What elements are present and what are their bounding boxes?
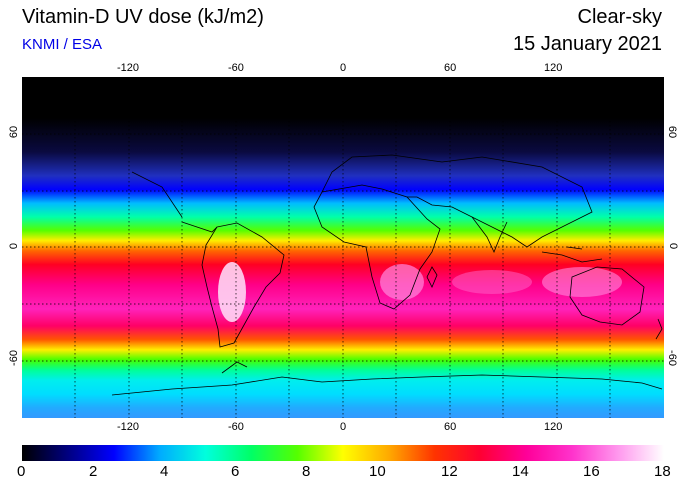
colorbar-tick-6: 6 — [231, 463, 240, 480]
colorbar-tick-2: 2 — [89, 463, 98, 480]
data-credit: KNMI / ESA — [22, 36, 103, 53]
colorbar-tick-4: 4 — [160, 463, 169, 480]
lon-tick-bottom-0: 0 — [340, 421, 347, 433]
lat-tick-right-m60: -60 — [665, 350, 678, 366]
colorbar-tick-18: 18 — [654, 463, 671, 480]
lat-tick-left-60: 60 — [8, 125, 21, 139]
lon-tick-top-m120: -120 — [117, 62, 140, 74]
lon-tick-top-120: 120 — [544, 62, 563, 74]
colorbar-tick-0: 0 — [17, 463, 26, 480]
colorbar-tick-10: 10 — [369, 463, 386, 480]
lon-tick-top-m60: -60 — [228, 62, 244, 74]
lon-tick-bottom-120: 120 — [544, 421, 563, 433]
colorbar-tick-16: 16 — [583, 463, 600, 480]
map-title: Vitamin-D UV dose (kJ/m2) — [22, 6, 264, 28]
lat-tick-right-60: 60 — [666, 125, 679, 139]
lon-tick-bottom-m60: -60 — [228, 421, 244, 433]
lon-tick-bottom-m120: -120 — [117, 421, 140, 433]
map-date: 15 January 2021 — [512, 33, 662, 55]
lon-tick-top-0: 0 — [340, 62, 347, 74]
lon-tick-bottom-60: 60 — [444, 421, 457, 433]
colorbar-tick-8: 8 — [302, 463, 311, 480]
lat-tick-right-0: 0 — [667, 242, 680, 250]
lat-tick-left-m60: -60 — [7, 350, 20, 366]
colorbar-tick-12: 12 — [441, 463, 458, 480]
lon-tick-top-60: 60 — [444, 62, 457, 74]
uv-colorbar — [22, 445, 664, 461]
colorbar-tick-14: 14 — [512, 463, 529, 480]
lat-tick-left-0: 0 — [8, 242, 21, 250]
sky-condition: Clear-sky — [577, 6, 662, 28]
uv-dose-map — [22, 77, 664, 418]
